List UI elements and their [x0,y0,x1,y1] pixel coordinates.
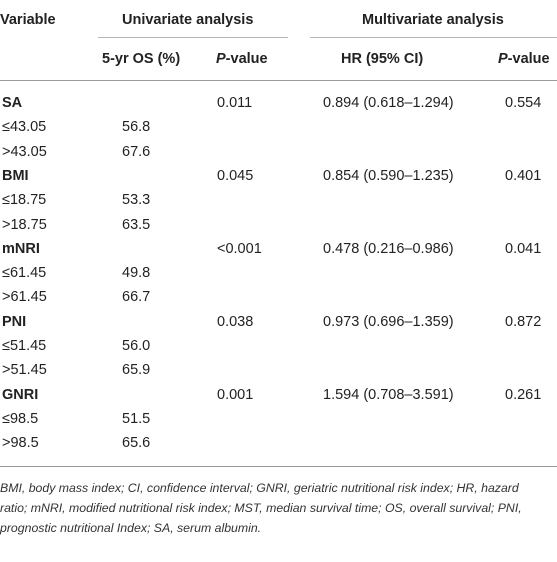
cell-os: 66.7 [122,289,151,305]
cell-pvalue-multivariate: 0.041 [505,241,542,257]
header-univariate: Univariate analysis [122,12,254,28]
cell-os: 65.6 [122,435,151,451]
cell-variable: >43.05 [2,144,47,160]
header-pvalue-multivariate: P-value [498,51,550,67]
cell-os: 49.8 [122,265,151,281]
header-os: 5-yr OS (%) [102,51,181,67]
cell-pvalue-multivariate: 0.261 [505,387,542,403]
cell-variable: ≤51.45 [2,338,47,354]
header-variable: Variable [0,12,56,28]
cell-hr: 0.478 (0.216–0.986) [323,241,454,257]
bottom-rule [0,466,557,467]
footnote: BMI, body mass index; CI, confidence int… [0,481,522,535]
cell-variable: GNRI [2,387,39,403]
cell-variable: BMI [2,168,29,184]
cell-os: 56.0 [122,338,151,354]
cell-pvalue-univariate: 0.001 [217,387,254,403]
cell-pvalue-univariate: 0.045 [217,168,254,184]
cell-variable: >61.45 [2,289,47,305]
cell-os: 67.6 [122,144,151,160]
cell-pvalue-multivariate: 0.401 [505,168,542,184]
cell-os: 56.8 [122,119,151,135]
multivariate-underline [310,37,557,38]
cell-pvalue-multivariate: 0.554 [505,95,542,111]
header-hr: HR (95% CI) [341,51,424,67]
cell-os: 63.5 [122,217,151,233]
cell-variable: ≤98.5 [2,411,39,427]
cell-pvalue-multivariate: 0.872 [505,314,542,330]
cell-variable: PNI [2,314,27,330]
cell-os: 65.9 [122,362,151,378]
cell-variable: >98.5 [2,435,39,451]
cell-variable: ≤43.05 [2,119,47,135]
cell-pvalue-univariate: <0.001 [217,241,262,257]
cell-variable: >51.45 [2,362,47,378]
cell-pvalue-univariate: 0.038 [217,314,254,330]
cell-variable: mNRI [2,241,40,257]
header-multivariate: Multivariate analysis [362,12,504,28]
cell-hr: 0.894 (0.618–1.294) [323,95,454,111]
cell-variable: ≤61.45 [2,265,47,281]
cell-os: 51.5 [122,411,151,427]
cell-hr: 0.973 (0.696–1.359) [323,314,454,330]
header-pvalue-univariate: P-value [216,51,268,67]
cell-pvalue-univariate: 0.011 [217,95,253,111]
cell-variable: ≤18.75 [2,192,47,208]
cell-os: 53.3 [122,192,151,208]
cell-variable: SA [2,95,23,111]
cell-hr: 0.854 (0.590–1.235) [323,168,454,184]
header-rule [0,80,557,81]
cell-hr: 1.594 (0.708–3.591) [323,387,454,403]
cell-variable: >18.75 [2,217,47,233]
univariate-underline [98,37,288,38]
